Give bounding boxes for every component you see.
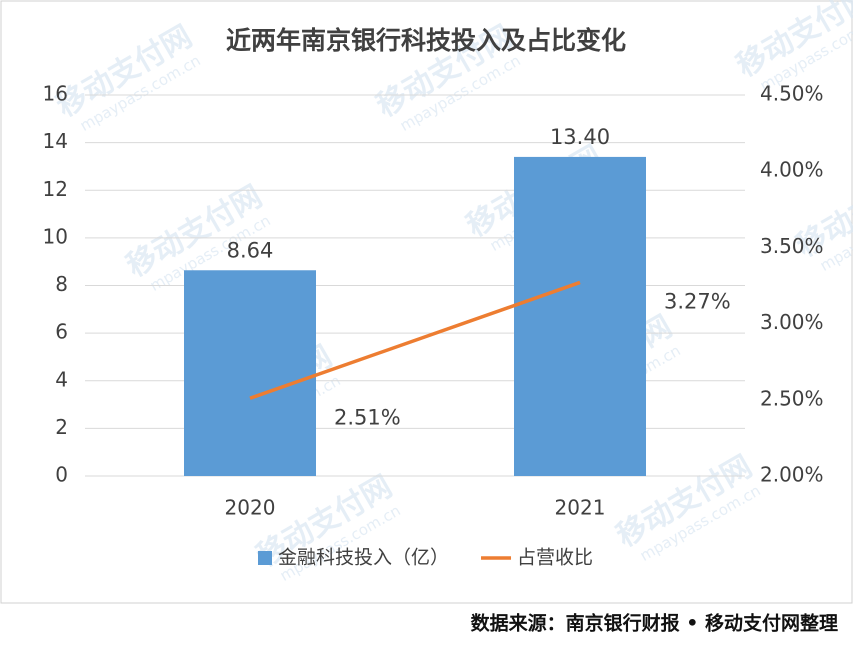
source-note: 数据来源：南京银行财报 • 移动支付网整理	[471, 612, 838, 635]
y-tick-label: 6	[55, 320, 68, 344]
data-label: 3.27%	[664, 289, 731, 313]
y-tick-label: 2	[55, 415, 68, 439]
chart-title: 近两年南京银行科技投入及占比变化	[226, 26, 626, 55]
x-tick-label: 2020	[225, 496, 276, 520]
y2-tick-label: 2.50%	[760, 386, 824, 410]
chart-border	[0, 0, 853, 604]
y-tick-label: 4	[55, 367, 68, 391]
line	[249, 280, 581, 400]
y2-tick-label: 3.00%	[760, 310, 824, 334]
bar	[514, 156, 646, 476]
y-tick-label: 16	[43, 82, 68, 106]
legend-label: 金融科技投入（亿）	[278, 547, 449, 569]
legend-label: 占营收比	[517, 547, 593, 569]
y2-tick-label: 3.50%	[760, 234, 824, 258]
x-tick-label: 2021	[555, 496, 606, 520]
y2-tick-label: 4.50%	[760, 82, 824, 106]
y-tick-label: 12	[43, 177, 68, 201]
y-tick-label: 14	[43, 129, 68, 153]
data-label: 8.64	[227, 238, 274, 262]
y2-tick-label: 4.00%	[760, 158, 824, 182]
y-tick-label: 0	[55, 463, 68, 487]
y2-tick-label: 2.00%	[760, 463, 824, 487]
data-label: 13.40	[550, 125, 610, 149]
legend-swatch	[258, 551, 272, 565]
bar	[184, 270, 316, 476]
data-label: 2.51%	[334, 405, 401, 429]
y-tick-label: 8	[55, 272, 68, 296]
y-tick-label: 10	[43, 224, 68, 248]
